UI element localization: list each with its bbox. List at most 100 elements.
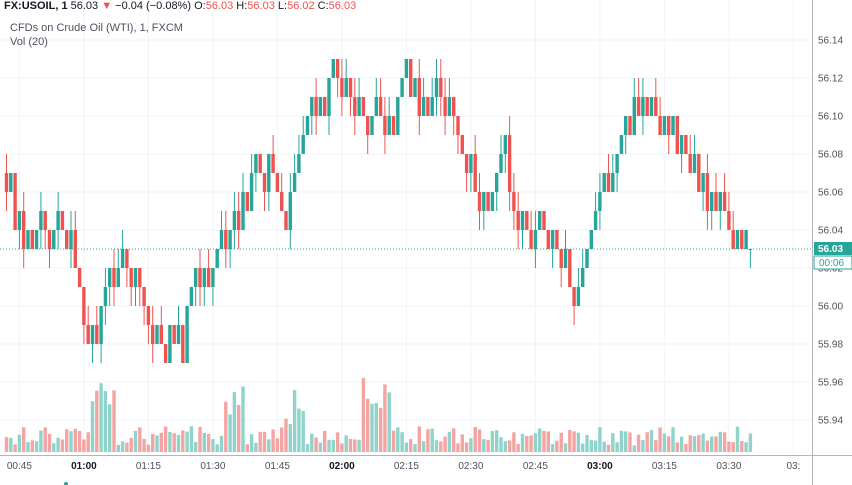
volume-bar bbox=[740, 441, 744, 452]
candle-body bbox=[133, 268, 138, 287]
time-tick-label: 02:30 bbox=[458, 461, 483, 472]
volume-bar bbox=[146, 444, 151, 452]
volume-indicator-label[interactable]: Vol (20) bbox=[10, 36, 48, 48]
candle-body bbox=[206, 268, 211, 287]
price-tick-label: 55.96 bbox=[818, 378, 843, 389]
volume-bar bbox=[237, 405, 241, 452]
candle-body bbox=[495, 173, 499, 192]
chart-title[interactable]: CFDs on Crude Oil (WTI), 1, FXCM bbox=[10, 22, 183, 34]
candle-body bbox=[357, 97, 361, 116]
volume-bar bbox=[731, 442, 735, 452]
volume-bar bbox=[589, 440, 593, 452]
last-price: 56.03 bbox=[70, 0, 99, 12]
volume-bar bbox=[56, 437, 60, 452]
candle-body bbox=[348, 78, 353, 97]
volume-bar bbox=[112, 390, 116, 452]
candle-body bbox=[555, 230, 559, 249]
volume-bar bbox=[176, 434, 181, 452]
volume-bar bbox=[477, 429, 482, 452]
volume-bar bbox=[219, 435, 224, 452]
volume-bar bbox=[520, 433, 525, 452]
candle-body bbox=[692, 154, 697, 173]
close-label: C: bbox=[317, 0, 329, 12]
symbol-header: FX:USOIL, 1 56.03 ▼ −0.04 (−0.08%) O:56.… bbox=[4, 0, 356, 13]
volume-bar bbox=[335, 432, 340, 452]
volume-bar bbox=[533, 433, 538, 452]
volume-bar bbox=[727, 441, 731, 452]
candle-body bbox=[297, 154, 301, 173]
volume-bar bbox=[142, 438, 146, 452]
volume-bar bbox=[568, 429, 572, 452]
candle-body bbox=[662, 116, 667, 135]
time-axis: 00:45 01:00 01:15 01:30 01:45 02:00 02:15 02:30… bbox=[7, 461, 800, 472]
candle-body bbox=[310, 97, 314, 116]
volume-bar bbox=[198, 426, 202, 452]
price-change: −0.04 (−0.08%) bbox=[115, 0, 192, 12]
volume-bar bbox=[624, 431, 628, 452]
price-badge-text: 56.03 bbox=[818, 244, 843, 255]
volume-bar bbox=[430, 428, 434, 452]
price-tick-label: 55.94 bbox=[818, 416, 843, 427]
candle-body bbox=[722, 192, 727, 211]
candle-body bbox=[22, 211, 26, 249]
candle-body bbox=[168, 325, 172, 363]
volume-bar bbox=[692, 436, 697, 452]
candle-body bbox=[90, 325, 95, 344]
candle-body bbox=[327, 78, 331, 116]
candle-body bbox=[301, 135, 305, 154]
candle-body bbox=[667, 116, 671, 135]
volume-bar bbox=[619, 430, 624, 452]
volume-bar bbox=[215, 444, 219, 452]
candle-body bbox=[275, 173, 280, 192]
volume-bar bbox=[185, 431, 189, 452]
candle-body bbox=[172, 325, 176, 344]
time-tick-label: 03:00 bbox=[587, 461, 613, 472]
candle-body bbox=[598, 192, 602, 211]
candle-body bbox=[116, 268, 120, 287]
volume-bar bbox=[679, 436, 684, 452]
symbol-name[interactable]: FX:USOIL, 1 bbox=[4, 0, 68, 12]
candle-body bbox=[486, 192, 490, 211]
volume-bar bbox=[542, 430, 546, 452]
volume-bar bbox=[163, 426, 168, 452]
volume-bar bbox=[615, 442, 619, 452]
volume-bar bbox=[155, 435, 159, 452]
candle-body bbox=[641, 97, 645, 116]
candle-body bbox=[340, 78, 344, 97]
volume-bar bbox=[748, 433, 753, 452]
candle-body bbox=[13, 173, 17, 230]
volume-bar bbox=[254, 442, 258, 452]
candle-body bbox=[108, 268, 112, 287]
candle-body bbox=[159, 325, 163, 344]
volume-bars bbox=[4, 377, 753, 452]
candle-body bbox=[318, 97, 323, 116]
candle-body bbox=[155, 325, 159, 344]
volume-bar bbox=[649, 430, 654, 452]
volume-bar bbox=[314, 437, 318, 452]
candle-body bbox=[43, 211, 47, 230]
volume-bar bbox=[323, 430, 327, 452]
volume-bar bbox=[211, 439, 215, 452]
candle-body bbox=[17, 211, 22, 230]
volume-bar bbox=[361, 377, 366, 452]
volume-bar bbox=[452, 428, 456, 452]
scroll-dot bbox=[64, 482, 68, 485]
candle-body bbox=[284, 211, 288, 230]
candle-body bbox=[499, 154, 503, 173]
volume-bar bbox=[258, 431, 262, 452]
candle-body bbox=[520, 211, 525, 230]
candle-body bbox=[189, 287, 194, 306]
time-tick-label: 02:00 bbox=[329, 461, 355, 472]
candle-body bbox=[99, 306, 103, 344]
candle-body bbox=[740, 230, 744, 249]
volume-bar bbox=[611, 433, 615, 452]
price-tick-label: 56.14 bbox=[818, 36, 843, 47]
candle-body bbox=[129, 268, 133, 287]
volume-bar bbox=[4, 437, 9, 452]
volume-bar bbox=[60, 439, 65, 452]
volume-bar bbox=[43, 427, 47, 452]
candle-body bbox=[705, 173, 710, 211]
volume-bar bbox=[512, 432, 516, 452]
volume-bar bbox=[181, 430, 185, 452]
